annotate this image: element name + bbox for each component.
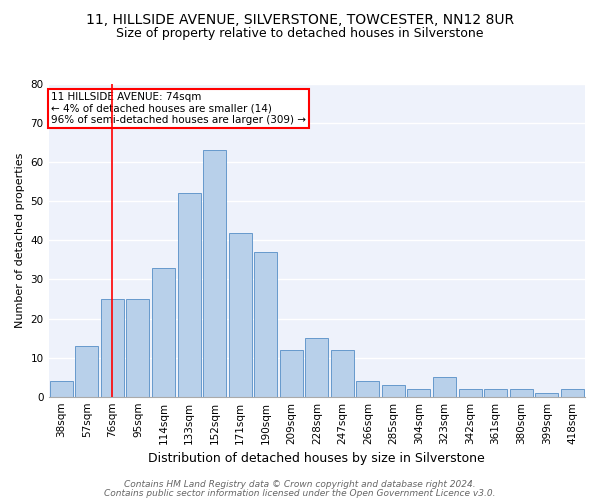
Text: Contains HM Land Registry data © Crown copyright and database right 2024.: Contains HM Land Registry data © Crown c…	[124, 480, 476, 489]
Bar	[101, 299, 124, 396]
Bar	[509, 389, 533, 396]
Bar	[407, 389, 430, 396]
Bar	[331, 350, 354, 397]
Bar	[535, 393, 558, 396]
Bar	[484, 389, 507, 396]
Bar	[280, 350, 303, 397]
Text: Size of property relative to detached houses in Silverstone: Size of property relative to detached ho…	[116, 28, 484, 40]
X-axis label: Distribution of detached houses by size in Silverstone: Distribution of detached houses by size …	[148, 452, 485, 465]
Bar	[178, 194, 200, 396]
Bar	[127, 299, 149, 396]
Bar	[561, 389, 584, 396]
Bar	[458, 389, 482, 396]
Bar	[50, 381, 73, 396]
Bar	[76, 346, 98, 397]
Bar	[203, 150, 226, 396]
Bar	[305, 338, 328, 396]
Bar	[254, 252, 277, 396]
Bar	[382, 385, 405, 396]
Bar	[433, 377, 456, 396]
Bar	[356, 381, 379, 396]
Text: Contains public sector information licensed under the Open Government Licence v3: Contains public sector information licen…	[104, 488, 496, 498]
Bar	[152, 268, 175, 396]
Text: 11, HILLSIDE AVENUE, SILVERSTONE, TOWCESTER, NN12 8UR: 11, HILLSIDE AVENUE, SILVERSTONE, TOWCES…	[86, 12, 514, 26]
Y-axis label: Number of detached properties: Number of detached properties	[15, 152, 25, 328]
Bar	[229, 232, 251, 396]
Text: 11 HILLSIDE AVENUE: 74sqm
← 4% of detached houses are smaller (14)
96% of semi-d: 11 HILLSIDE AVENUE: 74sqm ← 4% of detach…	[51, 92, 306, 125]
